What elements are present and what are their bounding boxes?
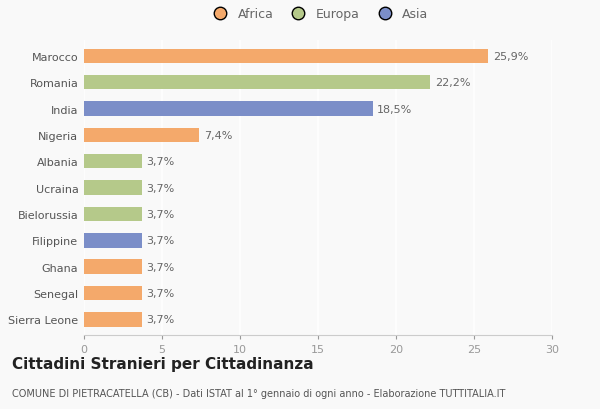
Bar: [84, 76, 430, 90]
Text: 3,7%: 3,7%: [146, 157, 175, 167]
Text: 3,7%: 3,7%: [146, 209, 175, 219]
Bar: [84, 207, 142, 222]
Bar: [84, 102, 373, 117]
Bar: [84, 286, 142, 301]
Text: 3,7%: 3,7%: [146, 262, 175, 272]
Bar: [84, 181, 142, 196]
Legend: Africa, Europa, Asia: Africa, Europa, Asia: [203, 3, 433, 26]
Bar: [84, 155, 142, 169]
Text: 7,4%: 7,4%: [204, 130, 232, 141]
Text: 25,9%: 25,9%: [493, 52, 528, 62]
Bar: [84, 260, 142, 274]
Text: COMUNE DI PIETRACATELLA (CB) - Dati ISTAT al 1° gennaio di ogni anno - Elaborazi: COMUNE DI PIETRACATELLA (CB) - Dati ISTA…: [12, 389, 505, 398]
Text: 3,7%: 3,7%: [146, 288, 175, 298]
Bar: [84, 234, 142, 248]
Bar: [84, 49, 488, 64]
Text: 3,7%: 3,7%: [146, 183, 175, 193]
Text: 22,2%: 22,2%: [435, 78, 470, 88]
Text: 3,7%: 3,7%: [146, 236, 175, 246]
Text: Cittadini Stranieri per Cittadinanza: Cittadini Stranieri per Cittadinanza: [12, 356, 314, 371]
Text: 3,7%: 3,7%: [146, 315, 175, 325]
Text: 18,5%: 18,5%: [377, 104, 413, 114]
Bar: [84, 128, 199, 143]
Bar: [84, 312, 142, 327]
